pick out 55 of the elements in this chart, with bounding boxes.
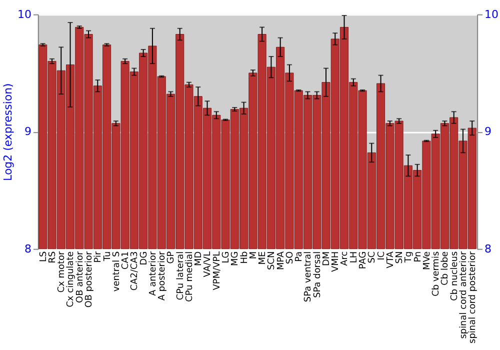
- x-tick-label: OB posterior: [84, 251, 95, 308]
- x-tick-label: VMH: [331, 251, 342, 272]
- x-tick-label: SN: [395, 251, 406, 264]
- x-tick-label: SC: [368, 251, 378, 264]
- x-tick-label: SCN: [267, 251, 278, 270]
- x-tick-label: DG: [139, 251, 150, 266]
- x-tick-label: RS: [48, 251, 58, 264]
- x-tick-label: Tu: [102, 251, 113, 262]
- x-tick-label: PAG: [358, 251, 369, 270]
- x-tick-label: ventral S: [112, 251, 122, 292]
- x-tick-label: SPa dorsal: [312, 251, 323, 298]
- x-tick-label: Pn: [413, 251, 424, 262]
- x-tick-label: MPA: [276, 250, 286, 270]
- x-tick-label: Pir: [94, 251, 104, 263]
- x-tick-label: Arc: [340, 251, 350, 266]
- x-tick-label: ME: [258, 251, 268, 265]
- x-tick-label: Tg: [404, 251, 414, 264]
- x-tick-label: Hb: [240, 251, 250, 264]
- y2-tick-label: 8: [484, 242, 492, 256]
- x-tick-label: M: [248, 251, 259, 260]
- x-tick-label: MG: [230, 251, 241, 266]
- x-tick-label: LH: [349, 251, 360, 264]
- x-tick-label: A posterior: [158, 251, 168, 301]
- x-tick-label: OB anterior: [75, 251, 86, 303]
- x-tick-label: SPa ventral: [304, 251, 314, 302]
- x-tick-label: spinal cord posterior: [468, 251, 478, 344]
- x-tick-label: spinal cord anterior: [458, 251, 469, 339]
- x-tick-label: CA1: [121, 251, 132, 270]
- x-tick-label: Cx motor: [57, 251, 68, 293]
- y-tick-label: 10: [17, 8, 32, 21]
- y2-tick-label: 9: [484, 125, 492, 138]
- x-tick-label: MD: [194, 251, 204, 266]
- y-axis-title: Log2 (expression): [1, 83, 14, 181]
- x-tick-label: CPu lateral: [176, 251, 186, 300]
- x-tick-label: Cb lobe: [440, 250, 451, 286]
- x-tick-label: Cx cingulate: [66, 250, 76, 308]
- x-tick-label: MVe: [422, 250, 432, 270]
- x-tick-label: IC: [376, 251, 387, 260]
- x-tick-label: SO: [285, 251, 296, 264]
- x-tick-label: Cb nucleus: [450, 251, 460, 301]
- x-tick-label: VA/VL: [203, 251, 214, 278]
- x-tick-label: VPM/VPL: [212, 251, 222, 290]
- x-tick-label: A anterior: [148, 251, 158, 296]
- x-tick-label: GP: [166, 250, 177, 264]
- x-tick-label: CA2/CA3: [130, 251, 140, 291]
- x-tick-label: VTA: [386, 250, 396, 268]
- x-tick-label: LS: [38, 251, 49, 262]
- x-tick-label: LG: [222, 251, 232, 264]
- x-tick-label: DM: [322, 251, 332, 266]
- y-tick-label: 8: [24, 242, 32, 256]
- y-tick-label: 9: [24, 125, 32, 138]
- y2-tick-label: 10: [484, 8, 499, 21]
- x-tick-label: Cb vermis: [432, 251, 442, 296]
- x-tick-label: CPu medial: [184, 251, 195, 302]
- x-tick-label: Pa: [294, 251, 305, 262]
